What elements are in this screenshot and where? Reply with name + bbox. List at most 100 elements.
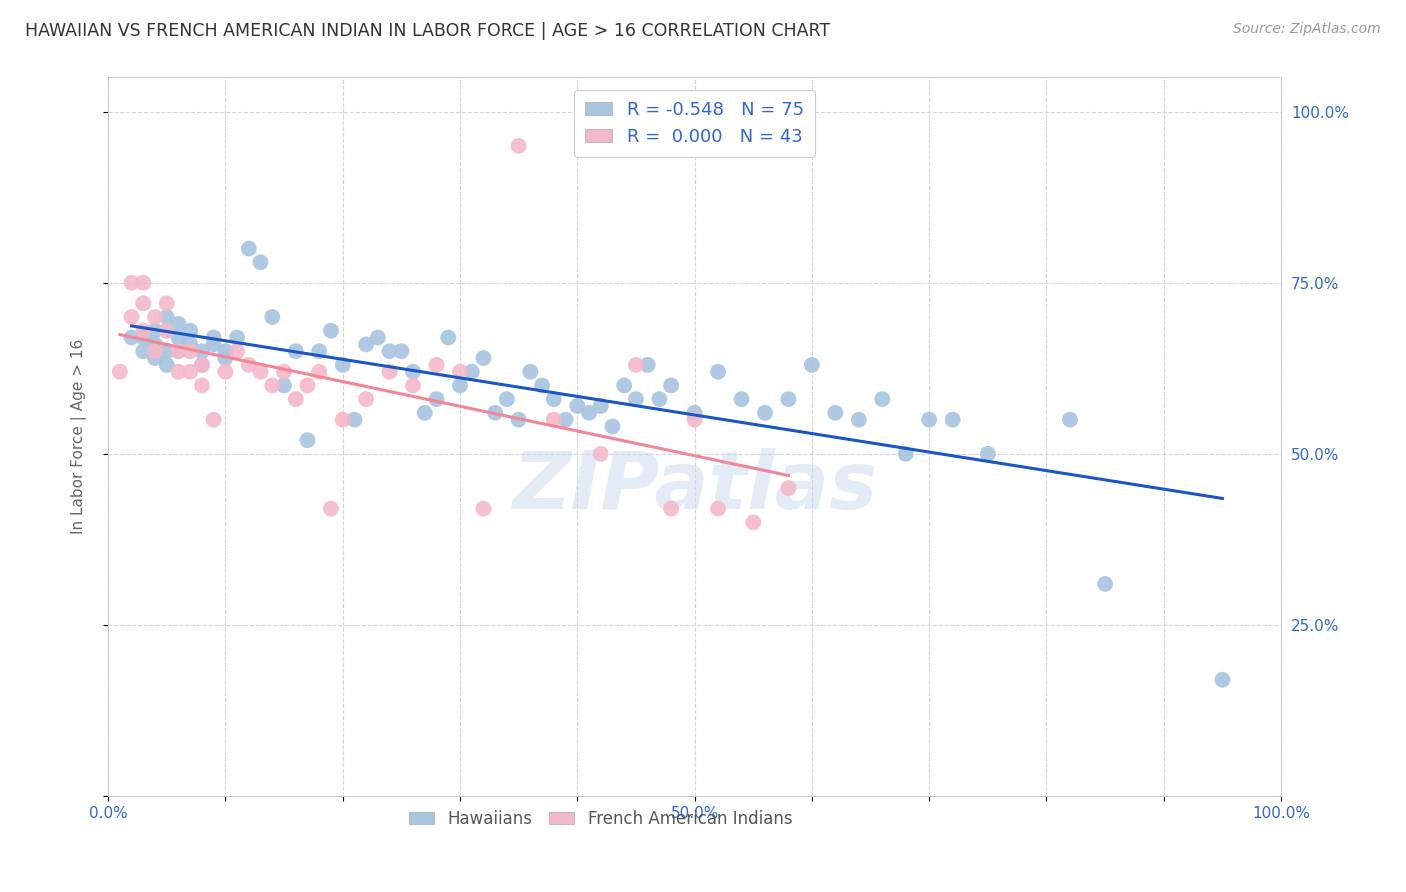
Point — [425, 358, 447, 372]
Point — [659, 501, 682, 516]
Point — [214, 344, 236, 359]
Point — [648, 392, 671, 406]
Point — [496, 392, 519, 406]
Point — [742, 516, 765, 530]
Point — [659, 378, 682, 392]
Point — [367, 330, 389, 344]
Point — [273, 378, 295, 392]
Point — [402, 378, 425, 392]
Point — [484, 406, 506, 420]
Point — [637, 358, 659, 372]
Point — [554, 412, 576, 426]
Point — [460, 365, 482, 379]
Point — [191, 358, 214, 372]
Point — [191, 358, 214, 372]
Point — [824, 406, 846, 420]
Point — [894, 447, 917, 461]
Point — [1211, 673, 1233, 687]
Point — [578, 406, 600, 420]
Point — [378, 344, 401, 359]
Point — [472, 351, 495, 365]
Point — [167, 365, 190, 379]
Point — [543, 412, 565, 426]
Point — [249, 255, 271, 269]
Point — [262, 378, 284, 392]
Point — [191, 344, 214, 359]
Point — [273, 365, 295, 379]
Y-axis label: In Labor Force | Age > 16: In Labor Force | Age > 16 — [72, 339, 87, 534]
Point — [389, 344, 412, 359]
Point — [167, 330, 190, 344]
Point — [683, 412, 706, 426]
Point — [226, 330, 249, 344]
Point — [508, 139, 530, 153]
Point — [179, 324, 201, 338]
Text: Source: ZipAtlas.com: Source: ZipAtlas.com — [1233, 22, 1381, 37]
Point — [602, 419, 624, 434]
Point — [121, 310, 143, 324]
Point — [143, 344, 166, 359]
Point — [778, 392, 800, 406]
Point — [143, 351, 166, 365]
Point — [202, 412, 225, 426]
Point — [238, 242, 260, 256]
Point — [918, 412, 941, 426]
Point — [413, 406, 436, 420]
Point — [143, 324, 166, 338]
Point — [437, 330, 460, 344]
Point — [707, 501, 730, 516]
Point — [354, 392, 377, 406]
Point — [624, 392, 647, 406]
Point — [508, 412, 530, 426]
Point — [249, 365, 271, 379]
Point — [613, 378, 636, 392]
Point — [191, 378, 214, 392]
Point — [1059, 412, 1081, 426]
Point — [589, 399, 612, 413]
Point — [800, 358, 823, 372]
Point — [848, 412, 870, 426]
Point — [226, 344, 249, 359]
Point — [297, 378, 319, 392]
Text: HAWAIIAN VS FRENCH AMERICAN INDIAN IN LABOR FORCE | AGE > 16 CORRELATION CHART: HAWAIIAN VS FRENCH AMERICAN INDIAN IN LA… — [25, 22, 831, 40]
Point — [402, 365, 425, 379]
Point — [378, 365, 401, 379]
Point — [707, 365, 730, 379]
Point — [132, 330, 155, 344]
Point — [132, 296, 155, 310]
Point — [778, 481, 800, 495]
Point — [143, 310, 166, 324]
Point — [108, 365, 131, 379]
Point — [308, 365, 330, 379]
Point — [754, 406, 776, 420]
Point — [156, 310, 179, 324]
Point — [132, 324, 155, 338]
Point — [202, 337, 225, 351]
Point — [1094, 577, 1116, 591]
Point — [179, 344, 201, 359]
Point — [202, 330, 225, 344]
Point — [449, 365, 471, 379]
Point — [308, 344, 330, 359]
Point — [297, 433, 319, 447]
Point — [121, 276, 143, 290]
Point — [543, 392, 565, 406]
Point — [977, 447, 1000, 461]
Point — [624, 358, 647, 372]
Point — [319, 501, 342, 516]
Point — [121, 330, 143, 344]
Point — [179, 337, 201, 351]
Point — [425, 392, 447, 406]
Point — [567, 399, 589, 413]
Point — [167, 317, 190, 331]
Point — [519, 365, 541, 379]
Point — [156, 296, 179, 310]
Point — [319, 324, 342, 338]
Legend: Hawaiians, French American Indians: Hawaiians, French American Indians — [402, 803, 799, 835]
Point — [156, 324, 179, 338]
Point — [214, 351, 236, 365]
Point — [531, 378, 554, 392]
Point — [683, 406, 706, 420]
Point — [262, 310, 284, 324]
Point — [132, 344, 155, 359]
